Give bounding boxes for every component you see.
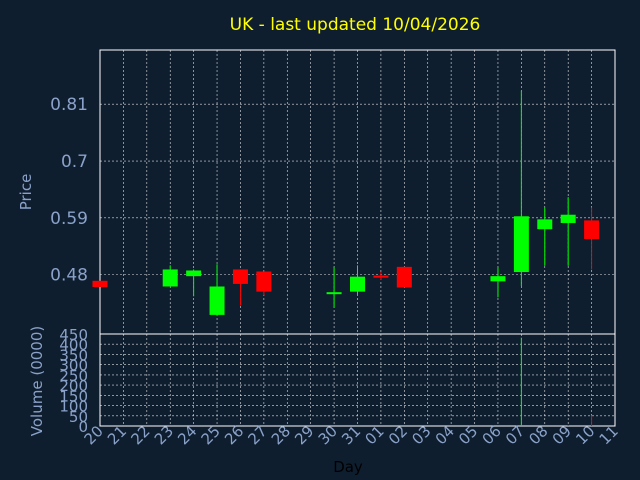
candle-body bbox=[537, 219, 553, 230]
volume-tick-label: 100 bbox=[59, 398, 88, 416]
candle bbox=[490, 266, 506, 298]
candle-body bbox=[186, 270, 202, 277]
volume-tick-label: 150 bbox=[59, 387, 88, 405]
candle-body bbox=[490, 276, 506, 282]
candle bbox=[373, 272, 389, 280]
candle bbox=[513, 90, 529, 286]
candle bbox=[256, 271, 272, 296]
candle bbox=[560, 197, 576, 266]
candle bbox=[232, 269, 248, 306]
candle bbox=[350, 265, 365, 296]
candle-body bbox=[256, 271, 272, 292]
volume-tick-label: 300 bbox=[59, 357, 88, 375]
volume-panel-frame bbox=[99, 333, 616, 427]
candle-body bbox=[560, 214, 576, 223]
price-tick-label: 0.48 bbox=[50, 266, 88, 286]
price-tick-label: 0.7 bbox=[61, 152, 88, 172]
volume-bars bbox=[520, 337, 593, 426]
volume-axis-label: Volume (0000) bbox=[28, 326, 46, 436]
volume-tick-label: 50 bbox=[69, 408, 88, 426]
candle-body bbox=[232, 269, 248, 284]
candle bbox=[537, 207, 553, 266]
candle-body bbox=[584, 220, 600, 239]
candle-body bbox=[396, 266, 412, 288]
candle-body bbox=[162, 269, 178, 287]
candle bbox=[186, 269, 202, 297]
price-tick-labels: 0.48 0.59 0.7 0.81 bbox=[50, 95, 88, 285]
candle bbox=[326, 266, 342, 308]
candle-body bbox=[326, 292, 342, 295]
candle-body bbox=[209, 286, 225, 315]
x-tick-labels: 2021222324252627282930310102030405060708… bbox=[81, 422, 622, 448]
candle-body bbox=[513, 216, 529, 273]
y-axis-label: Price bbox=[17, 174, 35, 211]
candle-body bbox=[350, 276, 365, 292]
volume-tick-label: 250 bbox=[59, 367, 88, 385]
volume-tick-label: 450 bbox=[59, 326, 88, 344]
candle-body bbox=[373, 275, 389, 278]
x-axis-label: Day bbox=[333, 458, 363, 476]
candle bbox=[209, 264, 225, 315]
candle-body bbox=[92, 280, 108, 288]
chart-title: UK - last updated 10/04/2026 bbox=[230, 15, 481, 35]
candle bbox=[396, 266, 412, 288]
volume-grid bbox=[100, 334, 615, 426]
volume-tick-label: 400 bbox=[59, 336, 88, 354]
candle bbox=[162, 265, 178, 287]
price-tick-label: 0.59 bbox=[50, 209, 88, 229]
candle bbox=[92, 280, 108, 288]
candles bbox=[92, 90, 600, 315]
volume-tick-label: 350 bbox=[59, 346, 88, 364]
volume-tick-label: 200 bbox=[59, 377, 88, 395]
candle bbox=[584, 207, 600, 270]
volume-tick-label: 0 bbox=[78, 418, 88, 436]
price-tick-label: 0.81 bbox=[50, 95, 88, 115]
